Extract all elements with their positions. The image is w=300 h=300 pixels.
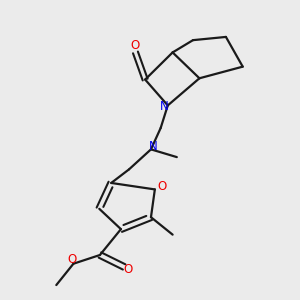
Text: O: O [67,253,76,266]
Text: O: O [131,39,140,52]
Text: O: O [157,180,167,193]
Text: N: N [149,140,158,153]
Text: O: O [123,263,133,276]
Text: N: N [160,100,168,113]
